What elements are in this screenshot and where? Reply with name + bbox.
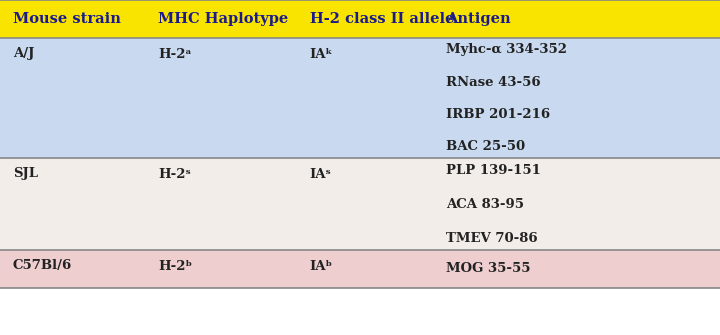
Text: BAC 25-50: BAC 25-50 (446, 139, 526, 152)
Text: IAᵇ: IAᵇ (310, 260, 333, 272)
Text: IAˢ: IAˢ (310, 168, 331, 181)
Text: H-2 class II allele: H-2 class II allele (310, 12, 454, 26)
Text: Myhc-α 334-352: Myhc-α 334-352 (446, 44, 567, 57)
Text: C57Bl/6: C57Bl/6 (13, 260, 72, 272)
Text: H-2ᵇ: H-2ᵇ (158, 260, 192, 272)
Text: IAᵏ: IAᵏ (310, 48, 333, 61)
Text: Mouse strain: Mouse strain (13, 12, 121, 26)
Text: A/J: A/J (13, 48, 35, 61)
Text: MHC Haplotype: MHC Haplotype (158, 12, 289, 26)
Text: PLP 139-151: PLP 139-151 (446, 163, 541, 177)
Text: RNase 43-56: RNase 43-56 (446, 75, 541, 88)
Bar (0, 158, 720, 250)
Text: H-2ᵃ: H-2ᵃ (158, 48, 192, 61)
Text: IRBP 201-216: IRBP 201-216 (446, 108, 551, 121)
Bar (0, 0, 720, 38)
Text: ACA 83-95: ACA 83-95 (446, 198, 524, 210)
Bar (0, 250, 720, 288)
Text: SJL: SJL (13, 168, 38, 181)
Text: H-2ˢ: H-2ˢ (158, 168, 191, 181)
Text: MOG 35-55: MOG 35-55 (446, 263, 531, 275)
Text: TMEV 70-86: TMEV 70-86 (446, 231, 538, 245)
Text: Antigen: Antigen (446, 12, 511, 26)
Bar (0, 38, 720, 158)
